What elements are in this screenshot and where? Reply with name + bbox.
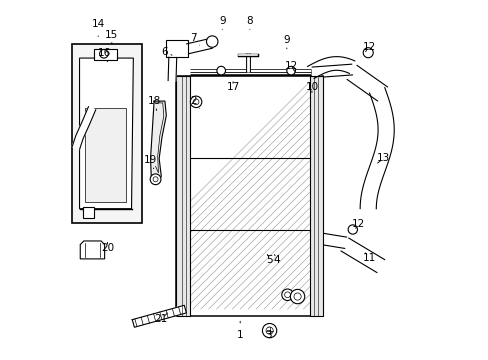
Polygon shape bbox=[340, 238, 384, 273]
Text: 10: 10 bbox=[305, 82, 318, 93]
Text: 20: 20 bbox=[101, 242, 114, 253]
Polygon shape bbox=[168, 57, 176, 81]
Text: 16: 16 bbox=[98, 48, 111, 62]
Circle shape bbox=[290, 289, 304, 304]
Text: 9: 9 bbox=[283, 35, 289, 49]
Text: 12: 12 bbox=[284, 61, 297, 71]
Text: 1: 1 bbox=[236, 321, 243, 340]
Text: 14: 14 bbox=[91, 19, 104, 37]
Text: 7: 7 bbox=[190, 33, 199, 45]
Circle shape bbox=[293, 293, 301, 300]
Polygon shape bbox=[312, 64, 352, 78]
Text: 11: 11 bbox=[362, 253, 375, 263]
Text: 17: 17 bbox=[226, 82, 239, 93]
Polygon shape bbox=[150, 101, 166, 184]
Polygon shape bbox=[360, 87, 393, 209]
Polygon shape bbox=[307, 57, 354, 78]
Circle shape bbox=[217, 66, 225, 75]
Text: 19: 19 bbox=[143, 155, 157, 168]
Bar bbox=[176, 76, 190, 316]
Circle shape bbox=[284, 292, 290, 298]
Text: 8: 8 bbox=[246, 17, 253, 30]
Circle shape bbox=[281, 289, 293, 301]
Polygon shape bbox=[132, 305, 186, 327]
Text: 13: 13 bbox=[376, 153, 389, 163]
Bar bbox=[176, 76, 323, 316]
Circle shape bbox=[150, 174, 161, 185]
Circle shape bbox=[100, 49, 108, 58]
Polygon shape bbox=[72, 107, 96, 149]
Text: 18: 18 bbox=[147, 96, 161, 111]
Text: 21: 21 bbox=[154, 313, 167, 324]
Circle shape bbox=[193, 99, 199, 105]
Bar bbox=[94, 49, 117, 60]
Circle shape bbox=[262, 323, 276, 338]
Polygon shape bbox=[311, 232, 346, 248]
Bar bbox=[309, 76, 323, 316]
Circle shape bbox=[265, 327, 273, 334]
Text: 15: 15 bbox=[105, 30, 118, 44]
Polygon shape bbox=[80, 241, 104, 259]
Circle shape bbox=[363, 48, 372, 58]
Text: 4: 4 bbox=[273, 255, 280, 265]
Bar bbox=[83, 207, 94, 218]
Polygon shape bbox=[80, 58, 133, 209]
Text: 5: 5 bbox=[266, 255, 272, 265]
Polygon shape bbox=[346, 66, 386, 101]
Circle shape bbox=[286, 66, 295, 75]
Text: 9: 9 bbox=[219, 17, 225, 30]
Text: 12: 12 bbox=[362, 42, 375, 52]
Bar bbox=[85, 108, 126, 202]
Circle shape bbox=[347, 225, 357, 234]
Text: 2: 2 bbox=[190, 96, 199, 108]
Bar bbox=[72, 44, 142, 223]
Circle shape bbox=[190, 96, 202, 108]
Bar bbox=[166, 40, 187, 57]
Text: 3: 3 bbox=[265, 327, 272, 340]
Text: 12: 12 bbox=[351, 219, 365, 229]
Circle shape bbox=[153, 177, 158, 182]
Polygon shape bbox=[186, 39, 212, 54]
Text: 6: 6 bbox=[161, 46, 172, 57]
Circle shape bbox=[206, 36, 218, 47]
